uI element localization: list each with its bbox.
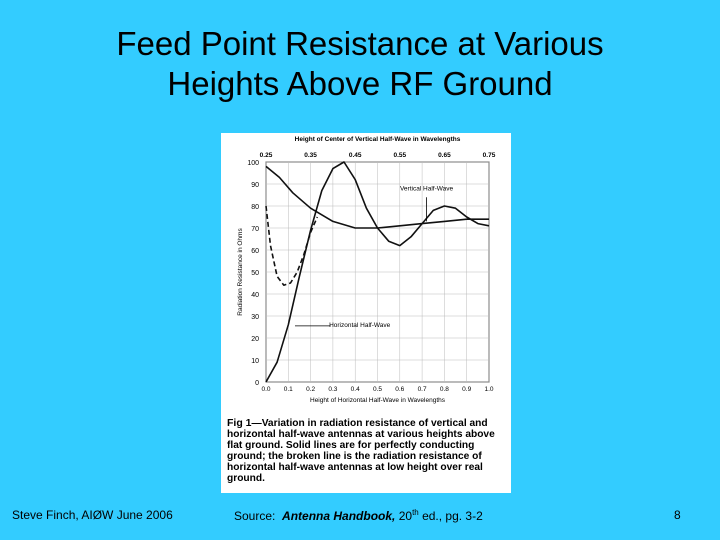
figure-caption: Fig 1—Variation in radiation resistance …	[227, 417, 507, 485]
footer-edition-sup: th	[412, 508, 419, 517]
x2-tick-label: 0.75	[483, 152, 496, 159]
x-tick-label: 0.4	[351, 386, 360, 393]
x-tick-label: 0.6	[395, 386, 404, 393]
y-tick-label: 50	[251, 270, 259, 277]
y-tick-label: 20	[251, 336, 259, 343]
annotation-vertical-label: Vertical Half-Wave	[400, 186, 454, 193]
x-axis-label: Height of Horizontal Half-Wave in Wavele…	[310, 397, 446, 404]
series-line	[265, 205, 319, 286]
series-line	[265, 165, 489, 229]
footer-source: Source: Antenna Handbook, 20th ed., pg. …	[234, 508, 483, 523]
x2-axis-label: Height of Center of Vertical Half-Wave i…	[295, 136, 461, 143]
y-tick-label: 70	[251, 226, 259, 233]
x-tick-label: 1.0	[484, 386, 493, 393]
figure-caption-label: Fig 1	[227, 417, 252, 429]
slide-title-line-1: Feed Point Resistance at Various	[116, 25, 604, 62]
footer-page-number: 8	[674, 508, 681, 522]
x-tick-label: 0.9	[462, 386, 471, 393]
x-tick-label: 0.0	[261, 386, 270, 393]
y-tick-label: 30	[251, 314, 259, 321]
x2-tick-label: 0.25	[260, 152, 273, 159]
y-tick-label: 80	[251, 204, 259, 211]
y-tick-label: 40	[251, 292, 259, 299]
footer-author: Steve Finch, AIØW June 2006	[12, 508, 173, 522]
y-tick-label: 90	[251, 182, 259, 189]
x2-tick-label: 0.55	[393, 152, 406, 159]
y-tick-label: 60	[251, 248, 259, 255]
y-tick-label: 10	[251, 358, 259, 365]
footer-book-title: Antenna Handbook,	[282, 509, 396, 523]
y-axis-label: Radiation Resistance in Ohms	[237, 228, 244, 316]
slide-title: Feed Point Resistance at Various Heights…	[0, 24, 720, 104]
footer-source-prefix: Source:	[234, 509, 283, 523]
footer-edition-rest: ed., pg. 3-2	[418, 509, 483, 523]
figure-caption-text: —Variation in radiation resistance of ve…	[227, 418, 495, 484]
x-tick-label: 0.3	[328, 386, 337, 393]
x-tick-label: 0.5	[373, 386, 382, 393]
footer-edition-num: 20	[395, 509, 413, 523]
slide-title-line-2: Heights Above RF Ground	[167, 65, 553, 102]
x-tick-label: 0.1	[284, 386, 293, 393]
y-tick-label: 100	[247, 160, 259, 167]
x-tick-label: 0.8	[440, 386, 449, 393]
x2-tick-label: 0.35	[304, 152, 317, 159]
chart-svg: 0 10 20 30 40 50 60 70 80 90 100 0.0 0.1 0.2 0.3 0.4 0.5…	[237, 136, 496, 404]
chart-figure: 0 10 20 30 40 50 60 70 80 90 100 0.0 0.1 0.2 0.3 0.4 0.5…	[221, 133, 511, 493]
x2-tick-label: 0.65	[438, 152, 451, 159]
x2-tick-label: 0.45	[349, 152, 362, 159]
x-tick-label: 0.7	[418, 386, 427, 393]
annotation-horizontal-label: Horizontal Half-Wave	[329, 322, 391, 329]
y-tick-label: 0	[255, 380, 259, 387]
x-tick-label: 0.2	[306, 386, 315, 393]
